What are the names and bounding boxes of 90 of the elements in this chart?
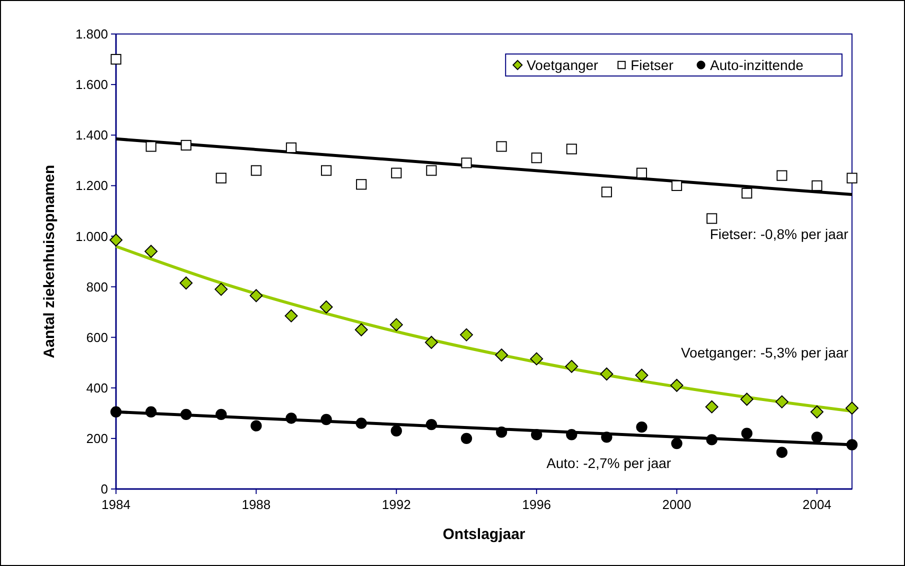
point bbox=[180, 276, 193, 290]
point bbox=[390, 425, 402, 436]
point bbox=[776, 170, 788, 181]
annotation: Fietser: -0,8% per jaar bbox=[710, 226, 849, 242]
point bbox=[742, 188, 752, 199]
point bbox=[705, 400, 718, 414]
point bbox=[495, 348, 508, 362]
x-tick-label: 2004 bbox=[802, 497, 832, 512]
point bbox=[146, 141, 156, 152]
point bbox=[531, 152, 542, 164]
y-tick-label: 1.000 bbox=[75, 228, 108, 244]
point bbox=[530, 352, 544, 366]
y-axis-title: Aantal ziekenhuisopnamen bbox=[41, 164, 58, 358]
y-tick-label: 800 bbox=[86, 279, 108, 294]
point bbox=[671, 180, 682, 191]
point bbox=[461, 158, 472, 168]
point bbox=[706, 213, 718, 224]
y-tick-label: 1.600 bbox=[75, 77, 108, 92]
point bbox=[145, 406, 157, 418]
point bbox=[180, 140, 192, 151]
point bbox=[775, 395, 788, 408]
y-tick-label: 400 bbox=[86, 380, 108, 396]
point bbox=[671, 438, 682, 450]
point bbox=[776, 446, 788, 458]
point bbox=[320, 414, 332, 426]
x-tick-label: 1988 bbox=[242, 497, 271, 512]
point bbox=[216, 408, 227, 420]
x-tick-label: 1984 bbox=[102, 497, 130, 512]
point bbox=[636, 168, 648, 178]
legend-label: Voetganger bbox=[526, 56, 599, 73]
point bbox=[180, 408, 192, 420]
point bbox=[601, 432, 612, 443]
point bbox=[424, 336, 438, 349]
point bbox=[110, 234, 122, 247]
y-tick-label: 0 bbox=[100, 482, 108, 497]
point bbox=[565, 360, 578, 373]
point bbox=[426, 418, 438, 430]
point bbox=[811, 432, 823, 443]
point bbox=[741, 428, 752, 439]
x-tick-label: 1996 bbox=[522, 497, 552, 512]
legend-label: Fietser bbox=[630, 56, 674, 73]
point bbox=[250, 289, 263, 302]
x-axis-title: Ontslagjaar bbox=[442, 526, 526, 543]
point bbox=[110, 406, 122, 418]
point bbox=[706, 434, 718, 446]
point bbox=[566, 144, 577, 154]
point bbox=[110, 54, 122, 65]
point bbox=[354, 323, 368, 336]
y-tick-label: 1.800 bbox=[75, 26, 108, 42]
point bbox=[356, 179, 367, 190]
point bbox=[391, 168, 402, 178]
point bbox=[460, 328, 473, 342]
point bbox=[740, 392, 754, 406]
annotation: Auto: -2,7% per jaar bbox=[546, 454, 672, 471]
point bbox=[284, 309, 298, 322]
x-tick-label: 1992 bbox=[382, 497, 411, 512]
point bbox=[144, 244, 158, 258]
point bbox=[356, 418, 367, 429]
point bbox=[250, 420, 262, 432]
point bbox=[426, 165, 437, 176]
point bbox=[601, 186, 612, 198]
point bbox=[846, 439, 858, 450]
point bbox=[810, 405, 824, 418]
point bbox=[670, 378, 684, 392]
point bbox=[320, 165, 332, 176]
point bbox=[600, 367, 614, 380]
point bbox=[286, 142, 297, 154]
point bbox=[566, 429, 578, 440]
y-tick-label: 200 bbox=[86, 430, 108, 446]
point bbox=[214, 282, 228, 296]
point bbox=[846, 172, 858, 184]
point bbox=[812, 180, 822, 191]
point bbox=[320, 300, 333, 314]
x-tick-label: 2000 bbox=[662, 497, 692, 512]
point bbox=[390, 318, 403, 332]
y-tick-label: 600 bbox=[86, 330, 108, 345]
point bbox=[636, 421, 648, 433]
point bbox=[216, 172, 226, 184]
point bbox=[460, 432, 472, 444]
point bbox=[530, 429, 542, 440]
y-tick-label: 1.200 bbox=[75, 178, 108, 194]
point bbox=[250, 165, 262, 176]
point bbox=[846, 402, 858, 415]
point bbox=[496, 426, 508, 438]
point bbox=[496, 141, 507, 152]
point bbox=[286, 412, 297, 424]
y-tick-label: 1.400 bbox=[75, 128, 108, 143]
point bbox=[635, 368, 648, 382]
annotation: Voetganger: -5,3% per jaar bbox=[680, 344, 849, 360]
legend-label: Auto-inzittende bbox=[710, 56, 804, 73]
